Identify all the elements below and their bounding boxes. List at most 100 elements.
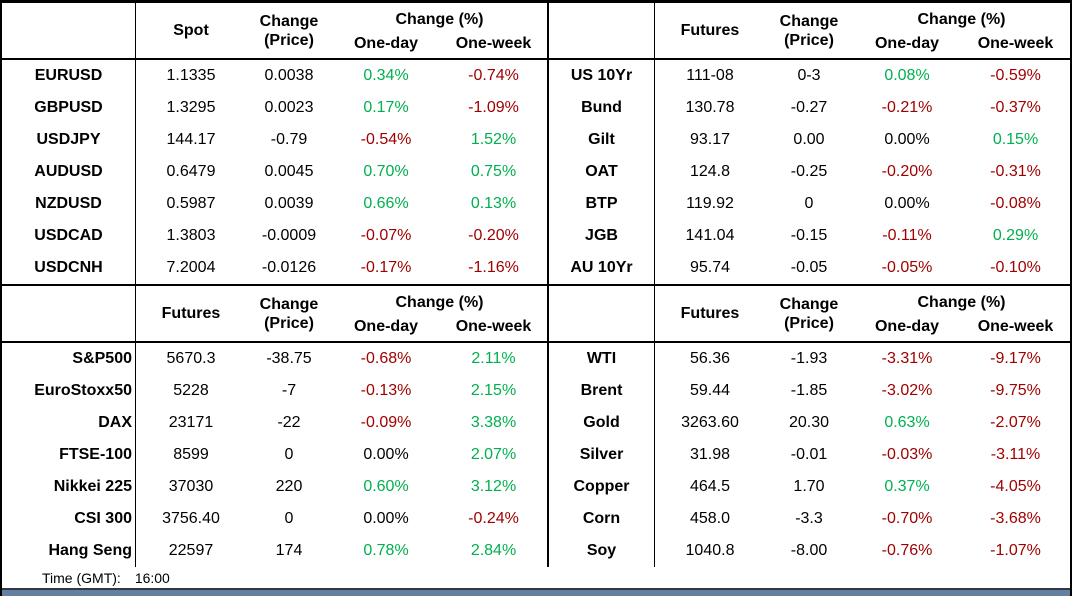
fx-table-rows: EURUSD 1.1335 0.0038 0.34% -0.74% GBPUSD…	[2, 60, 547, 284]
commodity-futures-table: Futures Change (Price) Change (%) One-da…	[547, 286, 1070, 567]
price-cell: 0.6479	[166, 163, 216, 180]
bottom-bar	[2, 588, 1070, 596]
empty-corner-cell	[2, 3, 136, 58]
price-cell: 23171	[168, 414, 214, 431]
equity-table-rows: S&P500 5670.3 -38.75 -0.68% 2.11% EuroSt…	[2, 343, 547, 567]
top-half: Spot Change (Price) Change (%) One-day O…	[2, 3, 1070, 284]
change-pct-group-header: Change (%)	[917, 294, 1006, 311]
one-day-change-cell: 0.17%	[363, 99, 409, 116]
change-price-header-line1: Change	[779, 12, 839, 30]
fx-table-header: Spot Change (Price) Change (%) One-day O…	[2, 3, 547, 60]
change-price-cell: 220	[275, 478, 303, 495]
price-cell: 93.17	[689, 131, 731, 148]
bond-table-header: Futures Change (Price) Change (%) One-da…	[549, 3, 1070, 60]
one-week-change-cell: 3.12%	[470, 478, 517, 495]
instrument-label: Gilt	[549, 124, 655, 156]
table-row: EuroStoxx50 5228 -7 -0.13% 2.15%	[2, 375, 547, 407]
instrument-label: AUDUSD	[2, 156, 136, 188]
instrument-label: WTI	[549, 343, 655, 375]
price-cell: 458.0	[689, 510, 731, 527]
change-price-column-header: Change (Price)	[765, 3, 853, 58]
instrument-label: US 10Yr	[549, 60, 655, 92]
one-day-change-cell: 0.78%	[363, 542, 409, 559]
one-day-change-cell: -3.31%	[881, 350, 933, 367]
one-day-change-cell: -0.03%	[881, 446, 933, 463]
change-price-cell: -0.05	[790, 259, 828, 276]
instrument-label: USDJPY	[2, 124, 136, 156]
change-price-cell: 0	[284, 510, 294, 527]
price-cell: 1.3803	[166, 227, 216, 244]
price-cell: 5228	[173, 382, 209, 399]
instrument-label: S&P500	[2, 343, 136, 375]
bond-futures-table: Futures Change (Price) Change (%) One-da…	[547, 3, 1070, 284]
one-day-change-cell: -0.13%	[360, 382, 412, 399]
instrument-label: BTP	[549, 188, 655, 220]
one-week-change-cell: -1.07%	[990, 542, 1041, 559]
table-row: AUDUSD 0.6479 0.0045 0.70% 0.75%	[2, 156, 547, 188]
table-row: GBPUSD 1.3295 0.0023 0.17% -1.09%	[2, 92, 547, 124]
one-week-change-cell: -0.37%	[990, 99, 1041, 116]
change-price-cell: -0.15	[790, 227, 828, 244]
change-price-cell: 0.0039	[264, 195, 314, 212]
price-cell: 7.2004	[166, 259, 216, 276]
instrument-label: NZDUSD	[2, 188, 136, 220]
one-day-change-cell: 0.34%	[363, 67, 409, 84]
table-row: Gold 3263.60 20.30 0.63% -2.07%	[549, 407, 1070, 439]
instrument-label: Corn	[549, 503, 655, 535]
one-week-change-cell: 2.11%	[471, 350, 516, 367]
table-row: Silver 31.98 -0.01 -0.03% -3.11%	[549, 439, 1070, 471]
price-cell: 3756.40	[162, 510, 220, 527]
instrument-label: DAX	[2, 407, 136, 439]
instrument-label: FTSE-100	[2, 439, 136, 471]
change-price-cell: -3.3	[795, 510, 823, 527]
change-price-cell: -38.75	[266, 350, 312, 367]
instrument-label: Gold	[549, 407, 655, 439]
instrument-label: Copper	[549, 471, 655, 503]
change-price-header-line1: Change	[259, 295, 319, 313]
table-row: USDCAD 1.3803 -0.0009 -0.07% -0.20%	[2, 220, 547, 252]
price-cell: 119.92	[686, 195, 734, 212]
one-day-change-cell: -0.09%	[360, 414, 412, 431]
one-day-change-cell: -0.68%	[360, 350, 412, 367]
one-day-change-cell: 0.00%	[884, 195, 930, 212]
one-day-change-cell: -0.54%	[360, 131, 412, 148]
change-price-cell: -0.27	[790, 99, 828, 116]
change-price-cell: -0.0009	[261, 227, 317, 244]
one-day-column-header: One-day	[874, 317, 939, 335]
change-price-header-line2: (Price)	[264, 314, 314, 332]
one-week-change-cell: -0.24%	[468, 510, 519, 527]
change-price-header-line2: (Price)	[784, 314, 834, 332]
price-cell: 5670.3	[166, 350, 216, 367]
table-row: US 10Yr 111-08 0-3 0.08% -0.59%	[549, 60, 1070, 92]
one-week-change-cell: -0.31%	[990, 163, 1041, 180]
table-row: BTP 119.92 0 0.00% -0.08%	[549, 188, 1070, 220]
one-week-column-header: One-week	[455, 34, 532, 52]
one-day-change-cell: -0.70%	[881, 510, 933, 527]
change-price-header-line2: (Price)	[784, 31, 834, 49]
change-price-cell: 0.0045	[264, 163, 314, 180]
table-row: S&P500 5670.3 -38.75 -0.68% 2.11%	[2, 343, 547, 375]
change-price-header-line2: (Price)	[264, 31, 314, 49]
one-week-change-cell: -1.09%	[468, 99, 519, 116]
change-price-cell: 0.0023	[264, 99, 314, 116]
one-day-column-header: One-day	[353, 317, 418, 335]
one-day-change-cell: -0.11%	[882, 227, 932, 244]
table-row: Brent 59.44 -1.85 -3.02% -9.75%	[549, 375, 1070, 407]
table-row: EURUSD 1.1335 0.0038 0.34% -0.74%	[2, 60, 547, 92]
one-day-change-cell: -0.05%	[881, 259, 933, 276]
instrument-label: USDCAD	[2, 220, 136, 252]
change-price-column-header: Change (Price)	[246, 3, 332, 58]
one-week-change-cell: -0.08%	[990, 195, 1041, 212]
instrument-label: EuroStoxx50	[2, 375, 136, 407]
price-cell: 3263.60	[681, 414, 739, 431]
table-row: USDJPY 144.17 -0.79 -0.54% 1.52%	[2, 124, 547, 156]
empty-corner-cell	[2, 286, 136, 341]
instrument-label: Nikkei 225	[2, 471, 136, 503]
table-row: Copper 464.5 1.70 0.37% -4.05%	[549, 471, 1070, 503]
table-row: Corn 458.0 -3.3 -0.70% -3.68%	[549, 503, 1070, 535]
instrument-label: USDCNH	[2, 252, 136, 284]
commodity-table-header: Futures Change (Price) Change (%) One-da…	[549, 286, 1070, 343]
change-price-cell: -0.0126	[261, 259, 317, 276]
change-price-cell: -7	[281, 382, 297, 399]
table-row: CSI 300 3756.40 0 0.00% -0.24%	[2, 503, 547, 535]
